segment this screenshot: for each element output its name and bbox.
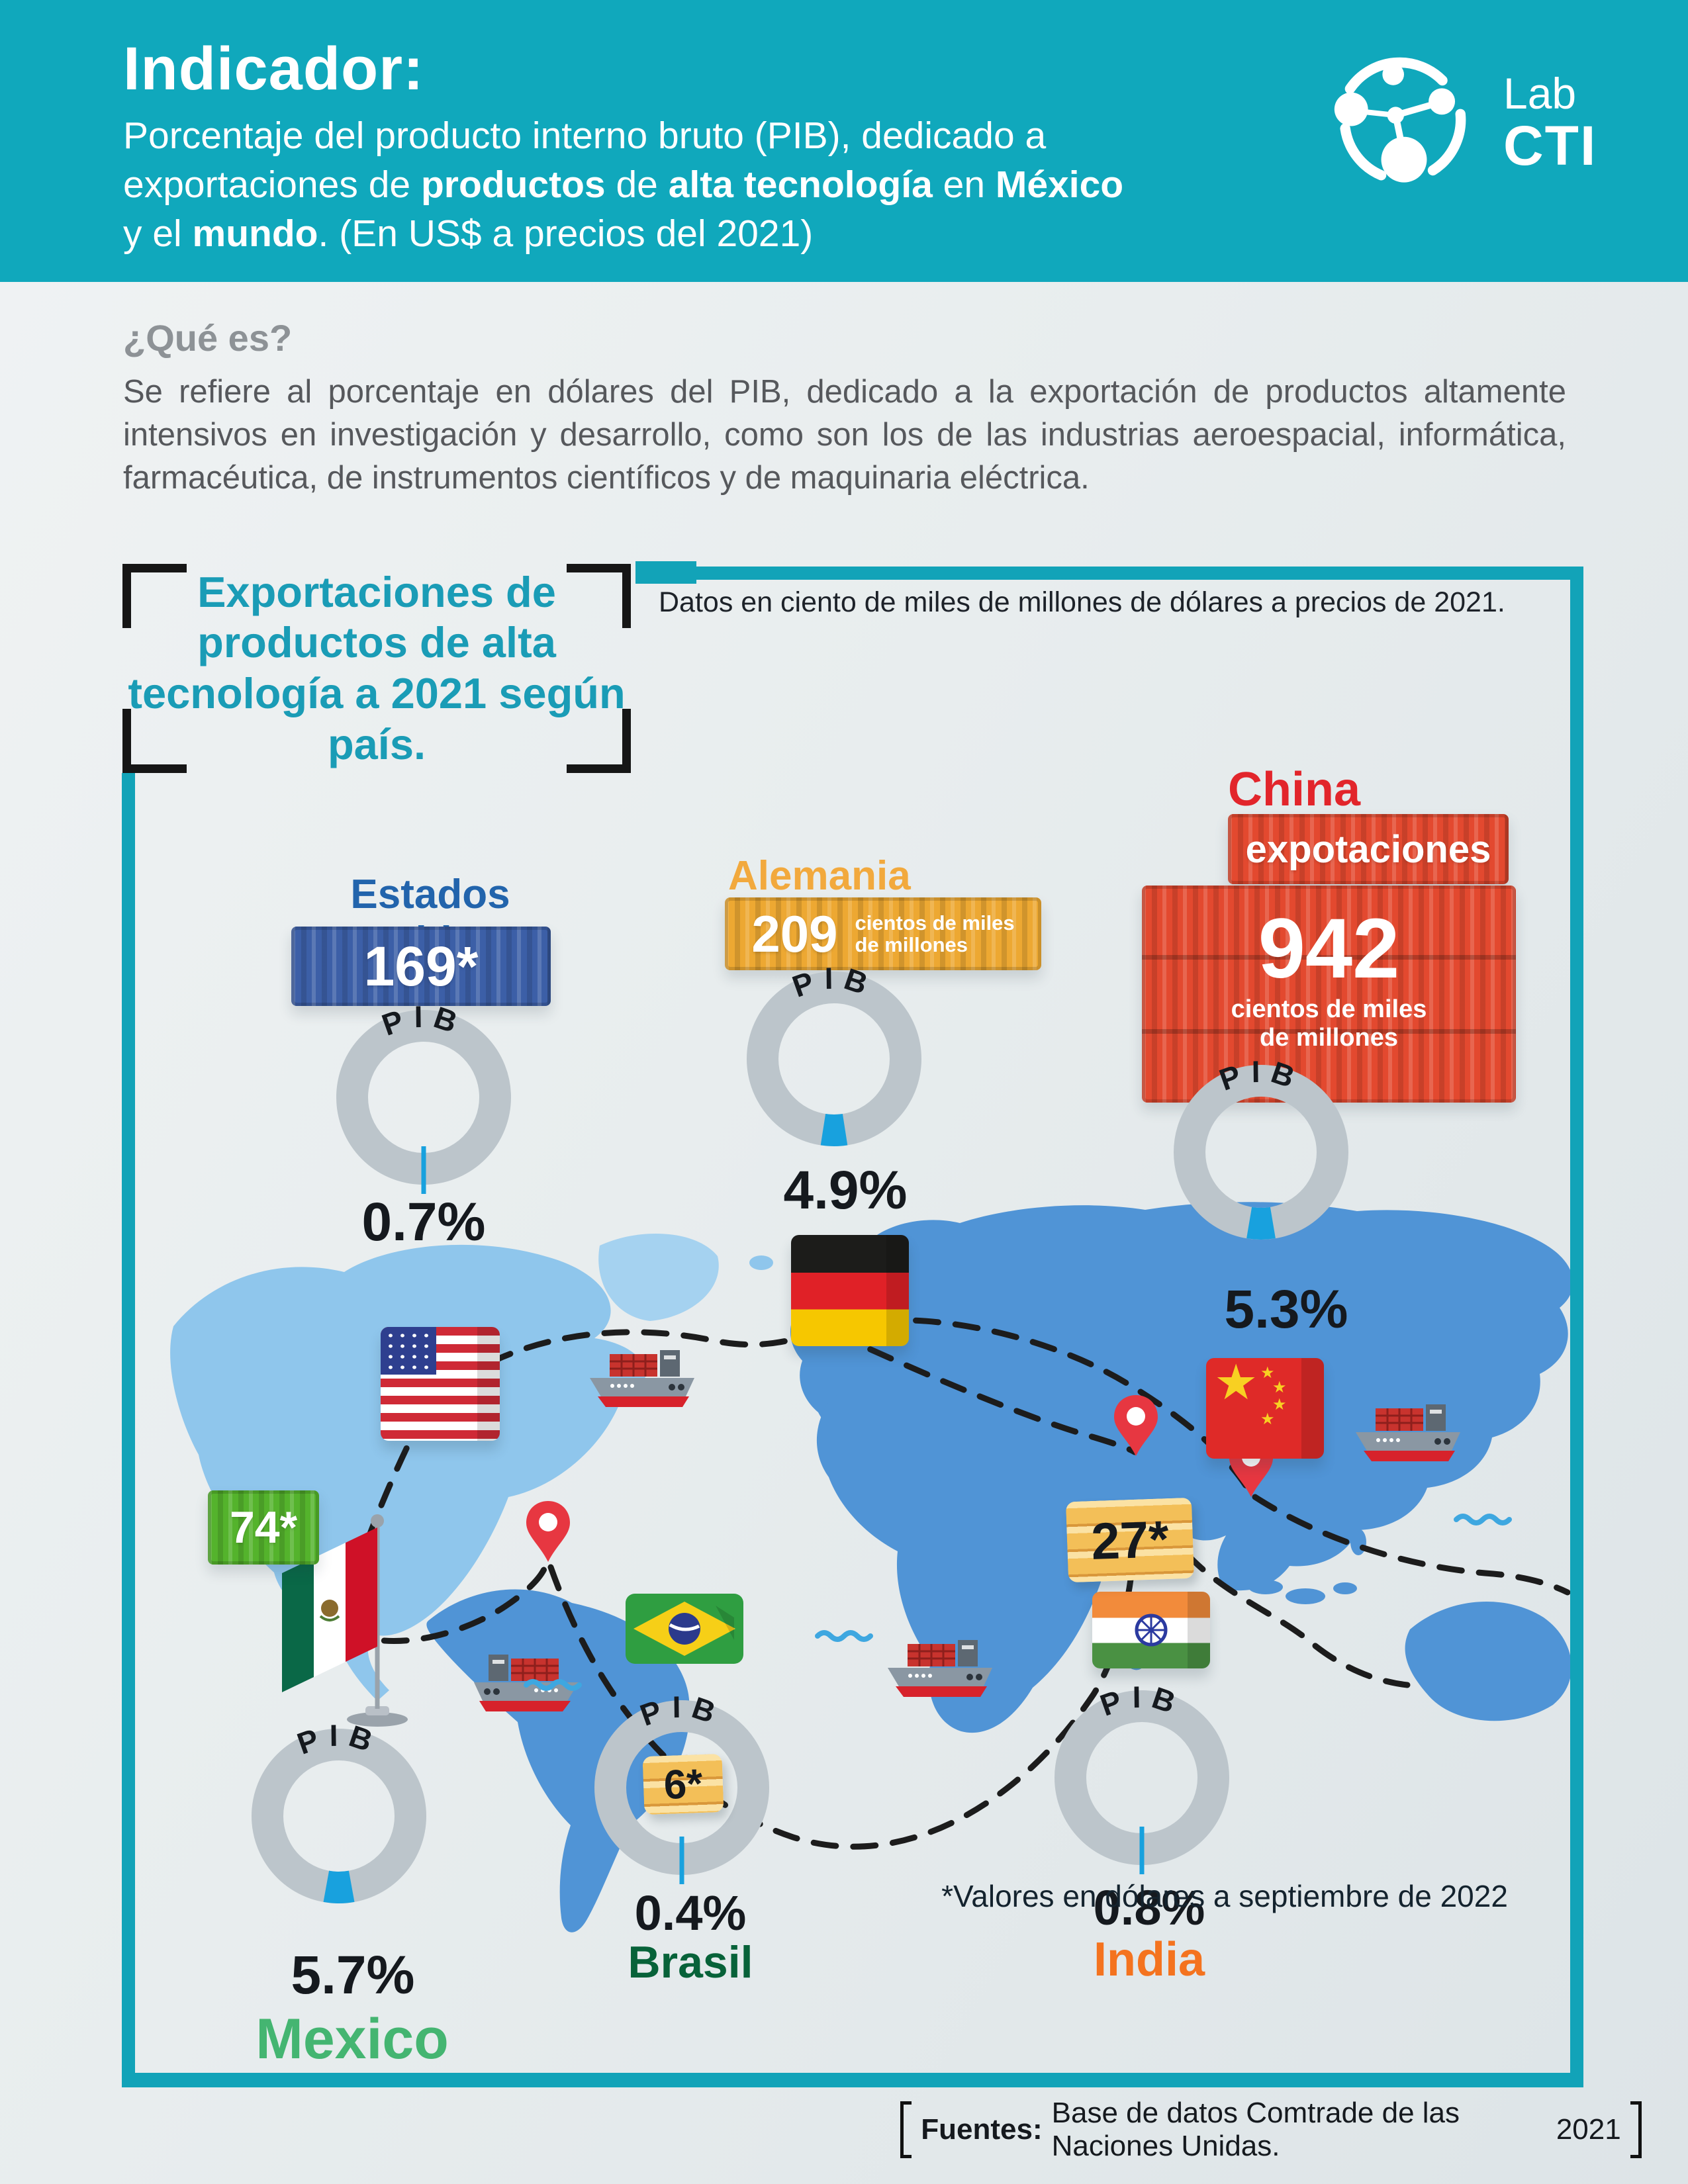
country-label-china: China bbox=[1228, 763, 1361, 816]
bracket-corner-br bbox=[567, 709, 631, 773]
source: Fuentes: Base de datos Comtrade de las N… bbox=[900, 2097, 1642, 2163]
flag-fold bbox=[1301, 1358, 1324, 1459]
subtitle-line-1: Porcentaje del producto interno bruto (P… bbox=[123, 114, 1047, 157]
pib-donut-china: PIB bbox=[1174, 1054, 1348, 1240]
exports-value-brasil: 6* bbox=[663, 1760, 704, 1808]
header-band: Indicador: Porcentaje del producto inter… bbox=[0, 0, 1688, 282]
star-icon: ★ bbox=[1272, 1396, 1287, 1414]
exports-unit-china-1: cientos de miles bbox=[1231, 995, 1427, 1023]
panel-border-cap bbox=[635, 561, 696, 584]
bracket-corner-tl bbox=[122, 564, 187, 628]
panel-border-left bbox=[122, 773, 135, 2073]
india-flag-icon bbox=[1092, 1592, 1210, 1668]
country-label-mexico: Mexico bbox=[256, 2007, 449, 2071]
labcti-wordmark: Lab CTI bbox=[1503, 71, 1597, 173]
exports-value-estados-unidos: 169* bbox=[363, 934, 479, 997]
exports-container-estados-unidos: 169* bbox=[291, 927, 551, 1006]
logo-lab-text: Lab bbox=[1503, 69, 1577, 118]
pib-donut-india: PIB bbox=[1055, 1680, 1229, 1874]
pib-donut-estados-unidos: PIB bbox=[336, 999, 511, 1194]
source-label: Fuentes: bbox=[921, 2113, 1043, 2146]
pib-donut-brasil: PIB bbox=[594, 1690, 769, 1884]
flag-fold bbox=[1188, 1592, 1210, 1668]
bracket-right-icon bbox=[1630, 2101, 1642, 2158]
source-text: Base de datos Comtrade de las Naciones U… bbox=[1051, 2097, 1460, 2162]
bracket-left-icon bbox=[900, 2101, 912, 2158]
flag-fold bbox=[477, 1327, 500, 1441]
exports-unit-china-2: de millones bbox=[1259, 1024, 1399, 1052]
chart-title-box: Exportaciones de productos de alta tecno… bbox=[122, 564, 631, 773]
mexico-flag-icon bbox=[282, 1514, 408, 1727]
pib-donut-mexico: PIB bbox=[252, 1718, 426, 1903]
flag-fold bbox=[886, 1235, 909, 1346]
continents bbox=[170, 1202, 1573, 1933]
chart-footnote: *Valores en dólares a septiembre de 2022 bbox=[941, 1879, 1508, 1913]
chart-title: Exportaciones de productos de alta tecno… bbox=[128, 567, 626, 768]
panel-border-right bbox=[1570, 567, 1583, 2086]
logo-cti-text: CTI bbox=[1503, 114, 1597, 177]
exports-container-alemania: 209 cientos de miles de millones bbox=[725, 897, 1041, 970]
star-icon: ★ bbox=[1260, 1410, 1275, 1428]
panel-border-top bbox=[635, 567, 1583, 580]
pib-pct-estados-unidos: 0.7% bbox=[361, 1192, 486, 1252]
about-heading: ¿Qué es? bbox=[123, 317, 293, 359]
ashoka-chakra-icon bbox=[1135, 1614, 1168, 1647]
exports-value-mexico: 74* bbox=[229, 1502, 298, 1553]
star-icon: ★ bbox=[1260, 1364, 1275, 1382]
subtitle-line-3: y el mundo. (En US$ a precios del 2021) bbox=[123, 212, 814, 255]
page-subtitle: Porcentaje del producto interno bruto (P… bbox=[123, 111, 1123, 258]
star-icon: ★ bbox=[1272, 1379, 1287, 1396]
about-body: Se refiere al porcentaje en dólares del … bbox=[123, 374, 1566, 496]
star-icon: ★ bbox=[1214, 1355, 1258, 1410]
pib-pct-china: 5.3% bbox=[1224, 1279, 1348, 1340]
exports-goldpile-india: 27* bbox=[1065, 1497, 1195, 1583]
exports-goldpile-brasil: 6* bbox=[642, 1753, 724, 1815]
bracket-corner-bl bbox=[122, 709, 187, 773]
exports-container-china-top: expotaciones bbox=[1228, 814, 1509, 884]
pib-donut-alemania: PIB bbox=[747, 961, 921, 1146]
pib-pct-mexico: 5.7% bbox=[291, 1945, 415, 2005]
source-year: 2021 bbox=[1556, 2113, 1621, 2146]
subtitle-line-2: exportaciones de productos de alta tecno… bbox=[123, 163, 1124, 206]
panel-border-bottom bbox=[122, 2073, 1583, 2087]
exports-value-alemania: 209 bbox=[751, 904, 838, 963]
brazil-flag-icon bbox=[626, 1594, 743, 1664]
country-label-alemania: Alemania bbox=[728, 853, 911, 899]
country-label-india: India bbox=[1093, 1933, 1205, 1986]
exports-word-china: expotaciones bbox=[1245, 827, 1491, 871]
chart-note: Datos en ciento de miles de millones de … bbox=[659, 586, 1505, 618]
usa-flag-icon bbox=[381, 1327, 500, 1441]
exports-value-china-block: 942 cientos de miles de millones bbox=[1142, 907, 1516, 1052]
exports-value-china: 942 bbox=[1258, 901, 1400, 996]
labcti-logo: Lab CTI bbox=[1314, 40, 1597, 205]
exports-container-china-stack bbox=[1142, 886, 1516, 1103]
labcti-molecule-icon bbox=[1334, 57, 1466, 183]
pib-pct-alemania: 4.9% bbox=[783, 1160, 908, 1220]
exports-value-india: 27* bbox=[1090, 1509, 1170, 1570]
pib-pct-brasil: 0.4% bbox=[634, 1886, 747, 1940]
exports-unit-alemania: cientos de miles de millones bbox=[855, 911, 1015, 956]
page-title: Indicador: bbox=[123, 35, 424, 103]
bracket-corner-tr bbox=[567, 564, 631, 628]
china-flag-icon: ★ ★ ★ ★ ★ bbox=[1206, 1355, 1324, 1459]
exports-container-mexico: 74* bbox=[208, 1490, 319, 1565]
country-label-brasil: Brasil bbox=[628, 1937, 753, 1987]
pib-pct-india: 0.8% bbox=[1093, 1880, 1205, 1935]
germany-flag-icon bbox=[791, 1235, 909, 1346]
